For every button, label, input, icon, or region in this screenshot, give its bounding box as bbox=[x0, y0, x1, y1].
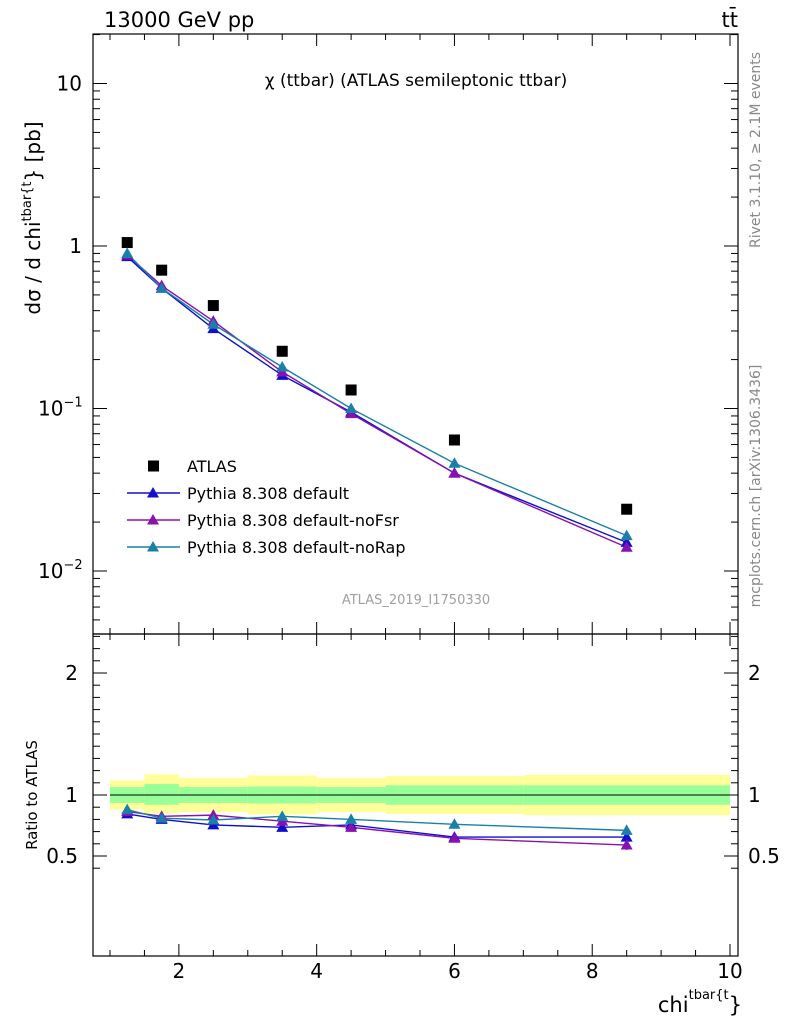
data-point bbox=[276, 345, 288, 357]
data-point bbox=[448, 467, 461, 478]
x-tick-label: 4 bbox=[310, 959, 323, 983]
ratio-ylabel: Ratio to ATLAS bbox=[23, 740, 41, 850]
ratio-ytick-label-right: 2 bbox=[748, 661, 761, 685]
data-point bbox=[121, 247, 134, 258]
ratio-data-point bbox=[276, 810, 289, 821]
main-axis-ticks: 10−2 10−1 1 10 bbox=[38, 34, 738, 634]
data-point bbox=[345, 384, 357, 396]
ratio-data-point bbox=[207, 814, 220, 825]
y-tick-label: 10−1 bbox=[38, 396, 83, 421]
y-tick-label: 10 bbox=[57, 72, 82, 96]
data-point bbox=[276, 361, 289, 372]
data-point bbox=[620, 541, 633, 552]
ratio-ytick-label-right: 0.5 bbox=[748, 844, 780, 868]
legend-label: ATLAS bbox=[187, 457, 237, 476]
ratio-ytick-label: 1 bbox=[65, 783, 78, 807]
data-point bbox=[156, 264, 168, 276]
data-point bbox=[620, 529, 633, 541]
data-point bbox=[345, 402, 358, 413]
ratio-data-point bbox=[620, 839, 633, 850]
ratio-data-point bbox=[345, 821, 358, 832]
ratio-xlabel: chitbar{t} bbox=[658, 988, 742, 1017]
legend-label: Pythia 8.308 default-noRap bbox=[187, 538, 405, 557]
x-tick-label: 6 bbox=[448, 959, 461, 983]
ratio-data-point bbox=[448, 832, 461, 843]
legend-marker bbox=[147, 487, 159, 498]
legend-marker bbox=[147, 514, 159, 525]
side-label-rivet: Rivet 3.1.10, ≥ 2.1M events bbox=[748, 52, 764, 248]
main-series-layer bbox=[121, 237, 633, 552]
data-point bbox=[207, 318, 220, 329]
legend: ATLAS Pythia 8.308 default Pythia 8.308 de… bbox=[127, 457, 405, 557]
ratio-data-point bbox=[155, 812, 168, 823]
y-tick-label: 1 bbox=[69, 234, 82, 258]
side-label-mcplots: mcplots.cern.ch [arXiv:1306.3436] bbox=[748, 365, 764, 608]
data-point bbox=[621, 503, 633, 515]
data-point bbox=[448, 434, 460, 446]
x-tick-label: 10 bbox=[717, 959, 742, 983]
legend-label: Pythia 8.308 default-noFsr bbox=[187, 511, 399, 530]
ratio-data-point bbox=[121, 803, 134, 815]
legend-marker bbox=[148, 460, 159, 472]
ratio-ytick-label: 0.5 bbox=[46, 844, 78, 868]
ratio-data-point bbox=[620, 824, 633, 835]
x-tick-label: 2 bbox=[173, 959, 186, 983]
data-point bbox=[448, 457, 461, 468]
ratio-data-point bbox=[276, 821, 289, 832]
ratio-series-line bbox=[127, 813, 627, 838]
legend-label: Pythia 8.308 default bbox=[187, 484, 349, 503]
ratio-ytick-label: 2 bbox=[65, 661, 78, 685]
ratio-data-point bbox=[345, 813, 358, 824]
y-tick-label: 10−2 bbox=[38, 558, 83, 583]
ratio-data-point bbox=[620, 831, 633, 842]
main-ylabel: dσ / d chitbar{t} [pb] bbox=[20, 121, 45, 314]
ratio-series-layer bbox=[121, 803, 633, 850]
data-point bbox=[121, 237, 133, 249]
header-right: tt̄ bbox=[722, 7, 738, 32]
legend-marker bbox=[147, 541, 159, 552]
main-title: χ (ttbar) (ATLAS semileptonic ttbar) bbox=[265, 71, 567, 91]
header-left: 13000 GeV pp bbox=[104, 8, 254, 32]
data-point bbox=[207, 300, 219, 312]
data-point bbox=[155, 282, 168, 293]
x-tick-label: 8 bbox=[586, 959, 599, 983]
ratio-data-point bbox=[448, 818, 461, 829]
watermark: ATLAS_2019_I1750330 bbox=[342, 593, 490, 608]
ratio-ytick-label-right: 1 bbox=[748, 783, 761, 807]
inner-uncertainty-band bbox=[144, 784, 179, 805]
ratio-axis-ticks: 2 4 6 8 10 0.5 0.5 1 1 2 2 bbox=[46, 634, 780, 983]
series-line bbox=[126, 254, 627, 548]
